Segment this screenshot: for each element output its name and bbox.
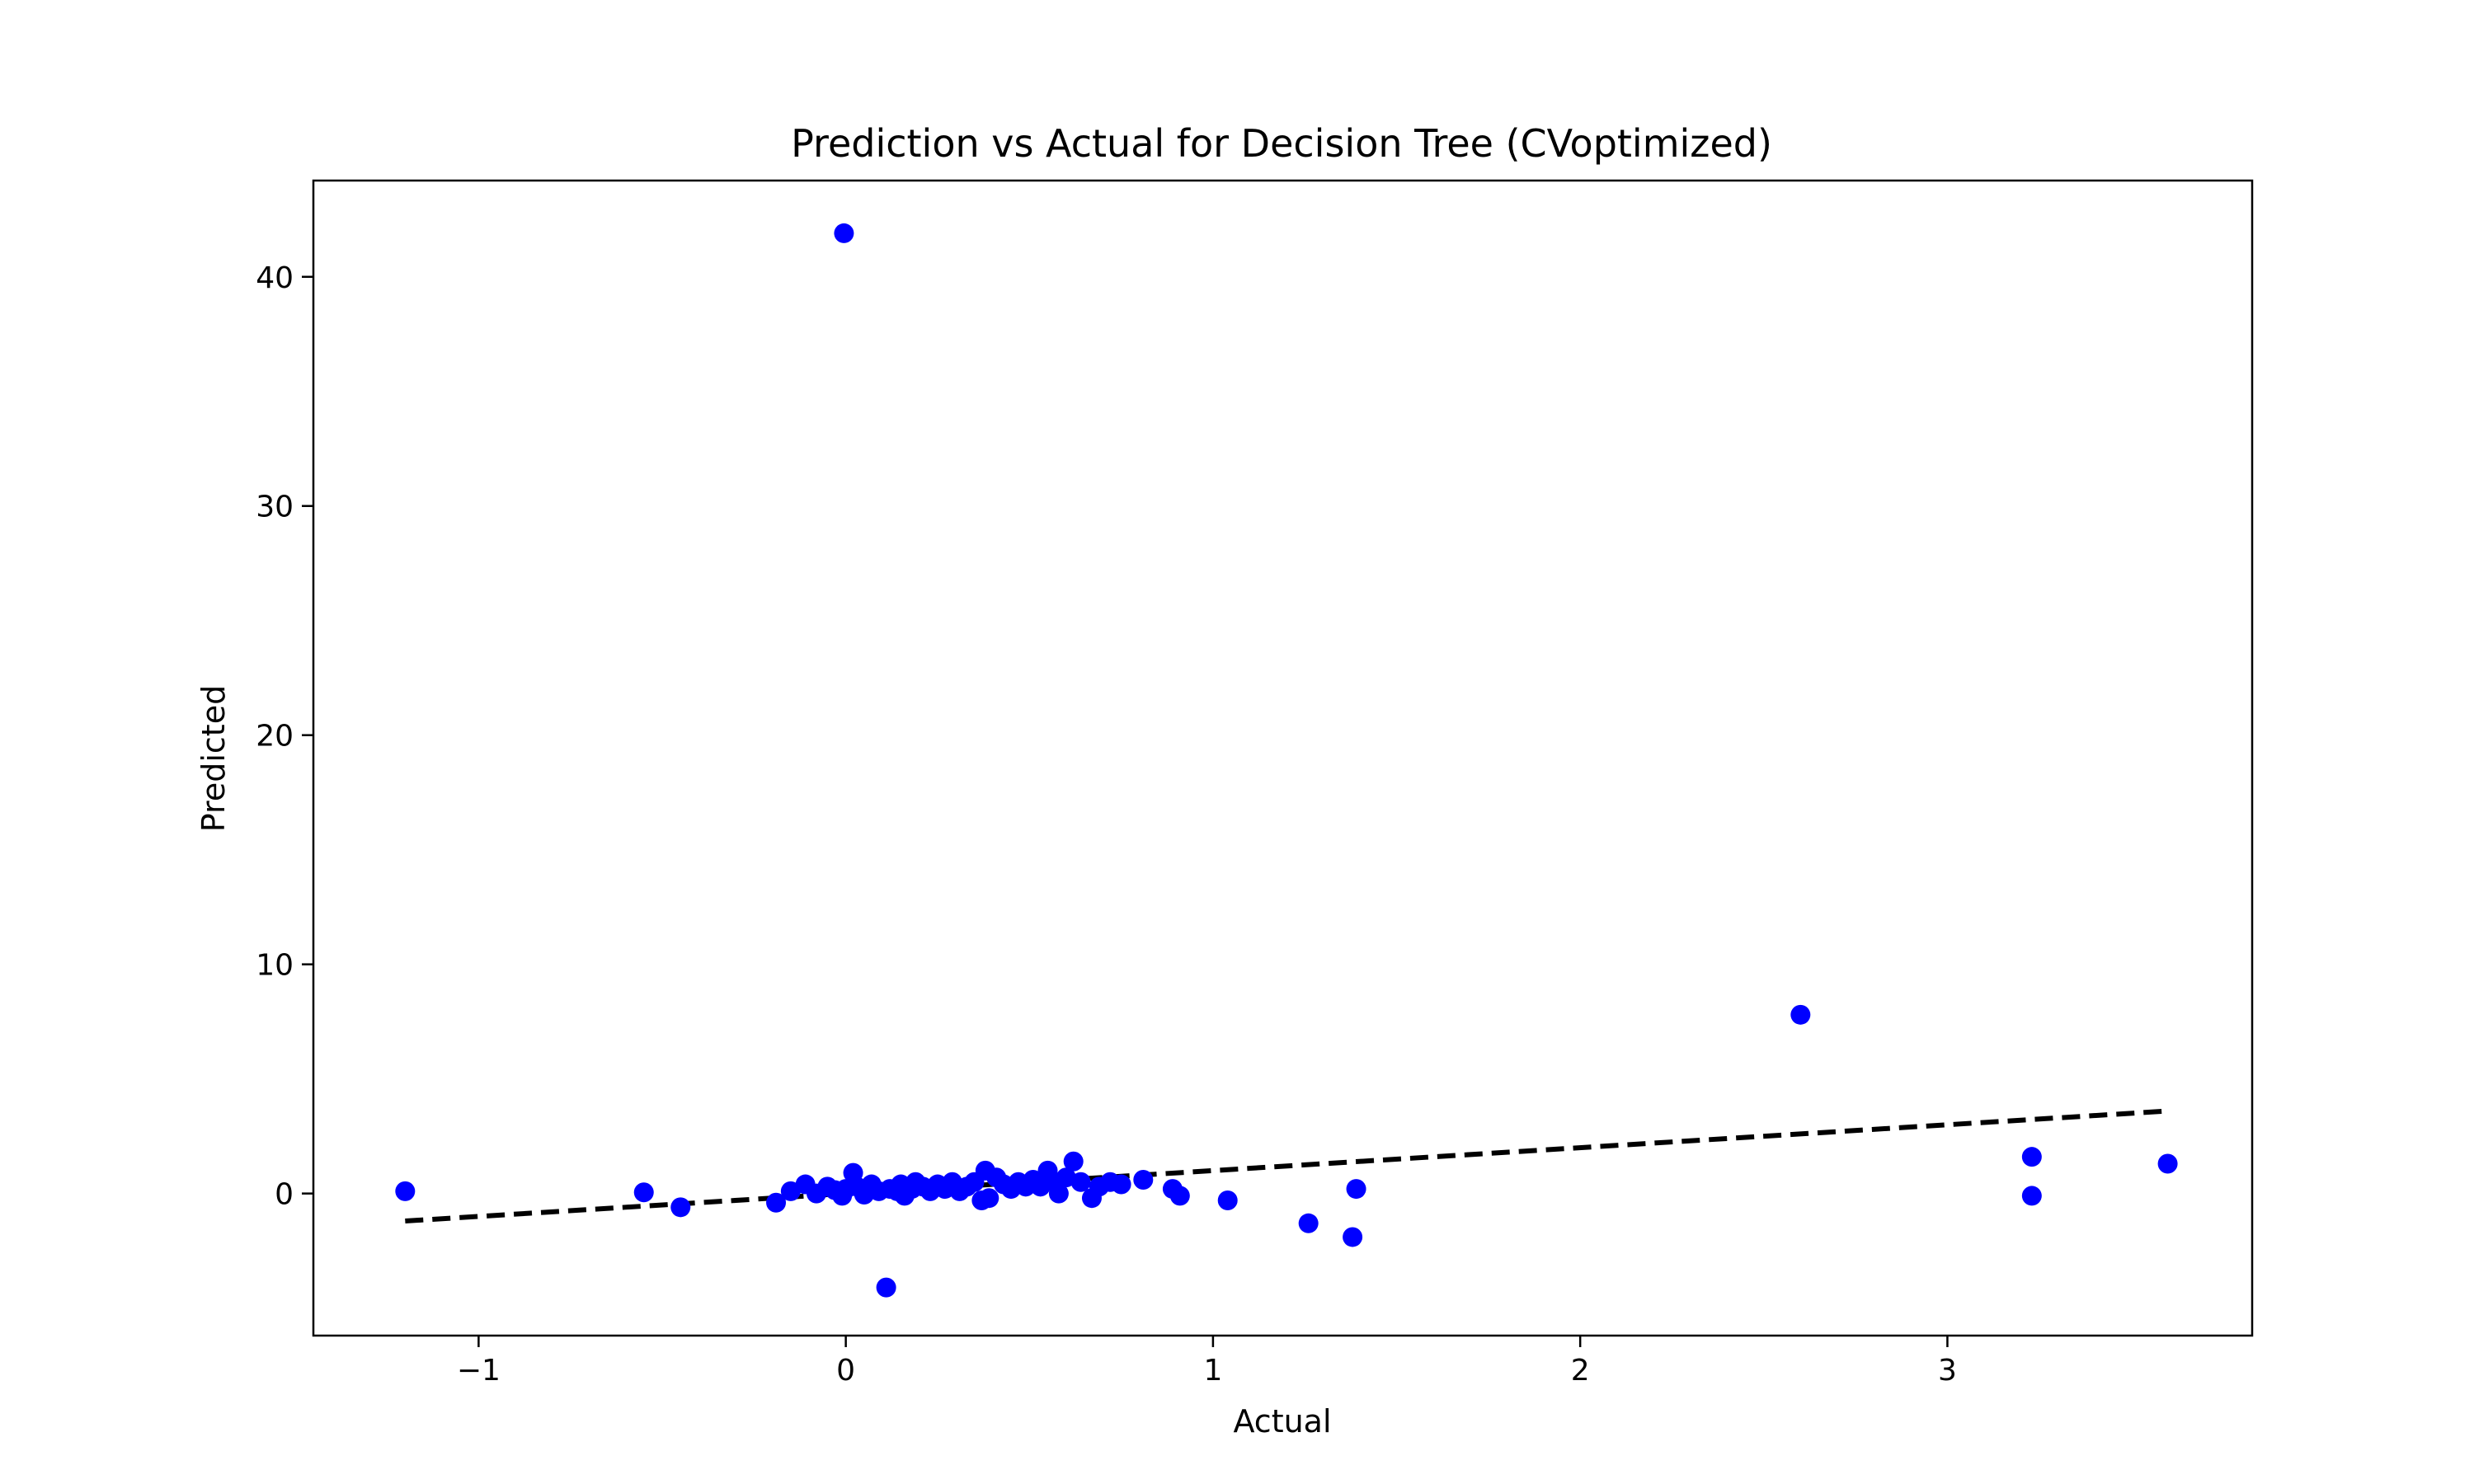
y-tick-label: 10	[256, 949, 294, 983]
data-point	[876, 1277, 896, 1298]
data-point	[395, 1181, 416, 1201]
y-tick-label: 40	[256, 261, 294, 295]
data-point	[1790, 1004, 1811, 1025]
x-tick-label: −1	[457, 1354, 501, 1388]
data-point	[1070, 1172, 1091, 1192]
data-point	[1343, 1227, 1363, 1247]
chart-title: Prediction vs Actual for Decision Tree (…	[791, 121, 1772, 166]
y-tick-label: 30	[256, 491, 294, 524]
x-tick-label: 1	[1203, 1354, 1222, 1388]
data-point	[834, 223, 854, 243]
points-layer	[395, 223, 2178, 1298]
plot-frame	[312, 179, 2254, 1337]
x-tick-label: 0	[836, 1354, 855, 1388]
y-tick-label: 20	[256, 720, 294, 754]
data-point	[1133, 1169, 1154, 1190]
data-point	[979, 1188, 999, 1209]
data-point	[1346, 1179, 1366, 1200]
y-axis: 0 10 20 30 40	[256, 261, 313, 1212]
data-point	[670, 1197, 691, 1218]
y-axis-label: Predicted	[195, 685, 232, 832]
reference-line-layer	[405, 1108, 2168, 1224]
data-point	[780, 1181, 801, 1201]
data-point	[1048, 1183, 1069, 1204]
data-point	[633, 1182, 654, 1203]
data-point	[1217, 1190, 1238, 1210]
data-point	[2021, 1186, 2042, 1206]
x-axis-label: Actual	[1233, 1403, 1331, 1439]
data-point	[766, 1192, 787, 1213]
x-tick-label: 2	[1571, 1354, 1590, 1388]
x-axis: −1 0 1 2 3	[457, 1336, 1957, 1388]
data-point	[1063, 1151, 1084, 1172]
data-point	[1169, 1186, 1190, 1206]
data-point	[1111, 1174, 1131, 1195]
data-point	[1298, 1213, 1319, 1233]
data-point	[2021, 1147, 2042, 1167]
data-point	[2157, 1153, 2178, 1174]
y-tick-label: 0	[275, 1178, 294, 1212]
reference-line	[405, 1108, 2168, 1224]
x-tick-label: 3	[1938, 1354, 1957, 1388]
